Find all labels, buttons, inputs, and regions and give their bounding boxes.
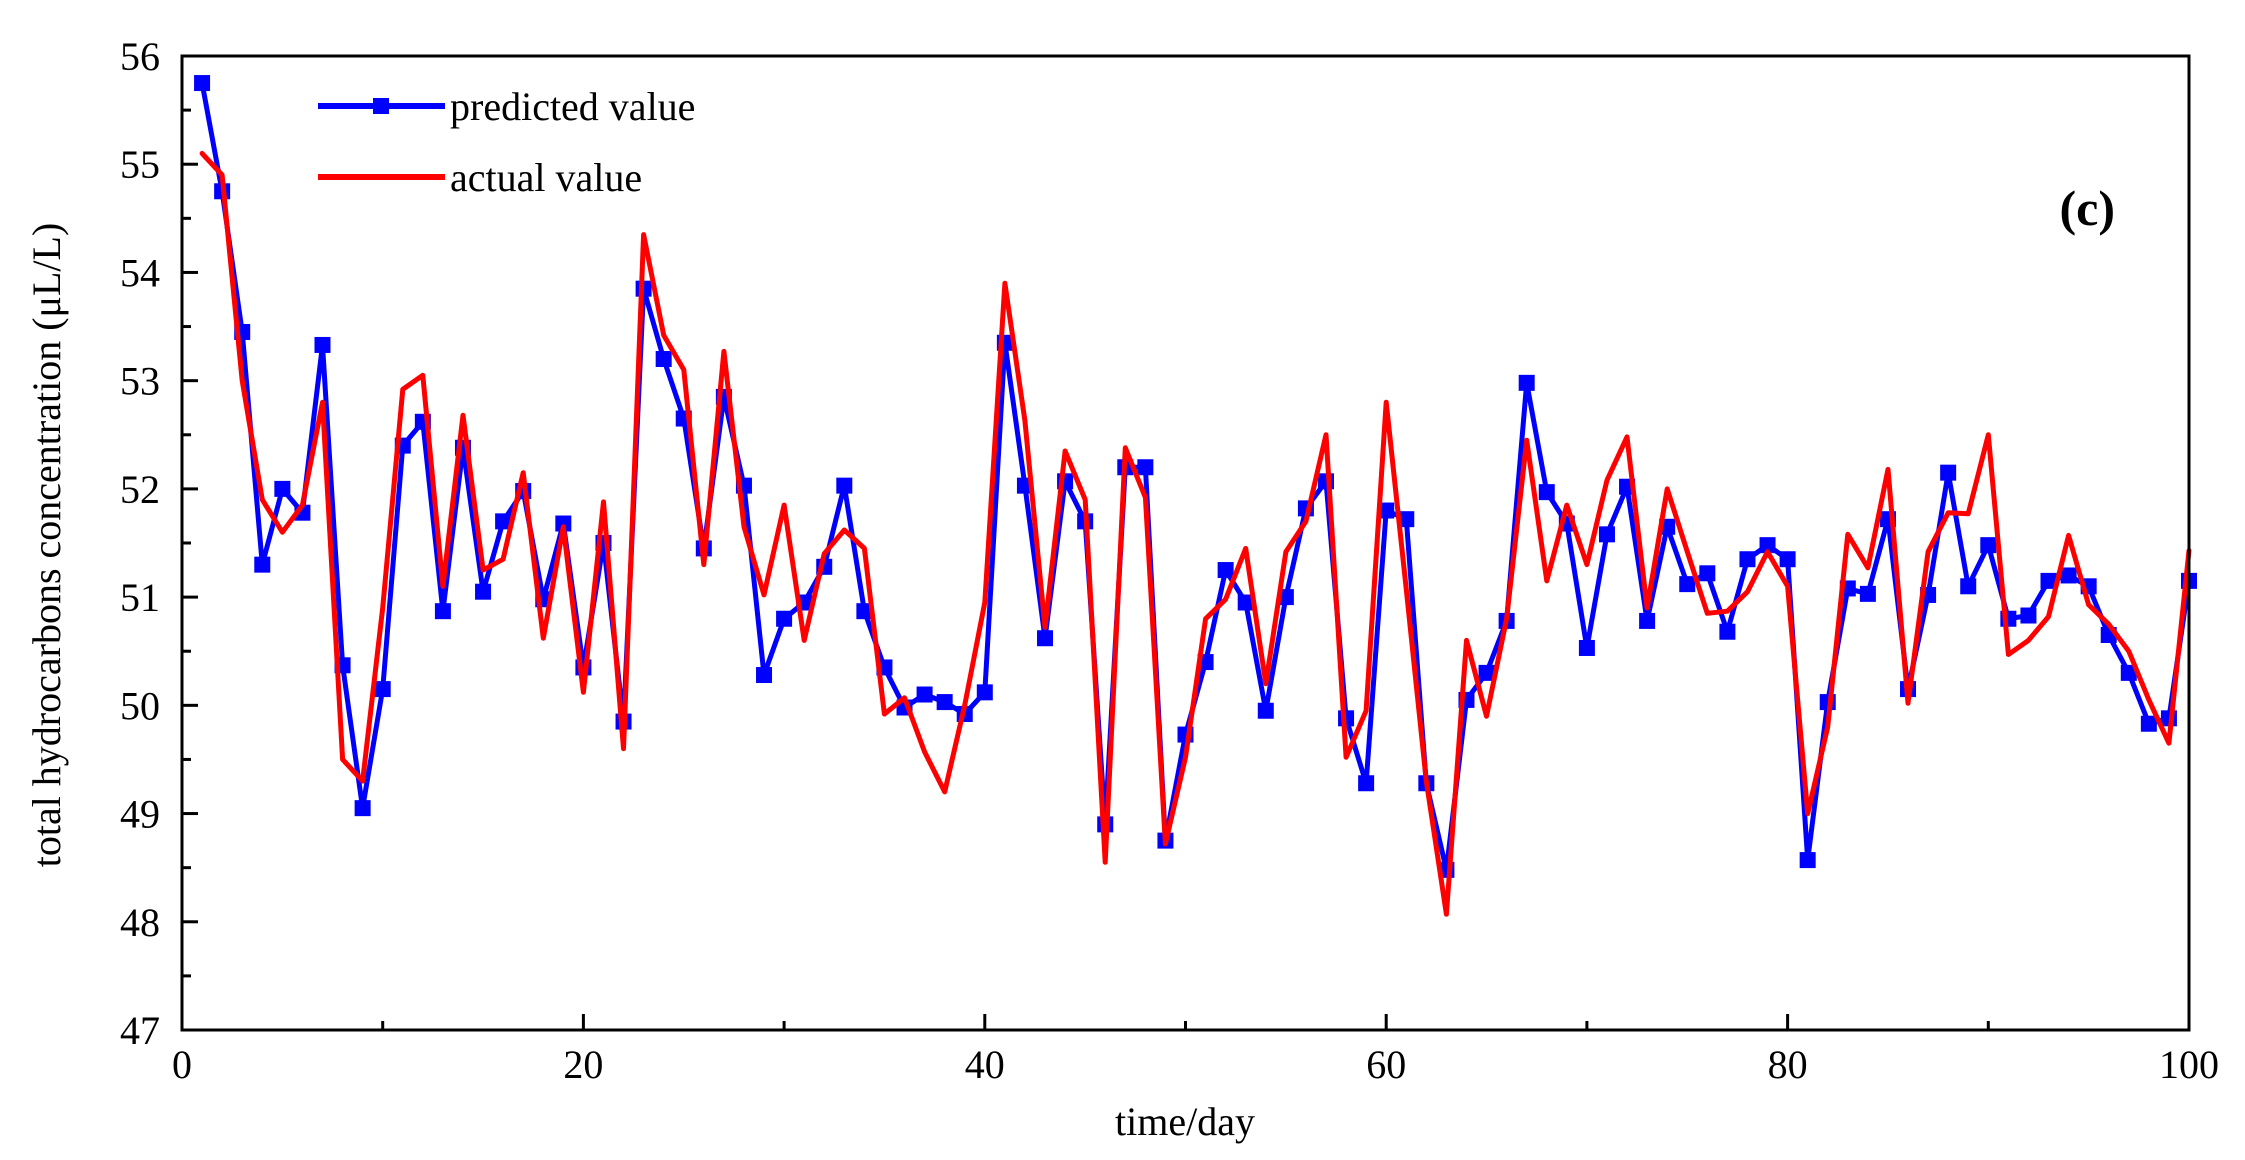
data-point-predicted: [976, 684, 993, 701]
data-point-predicted: [434, 603, 451, 620]
data-point-predicted: [1237, 594, 1254, 611]
data-point-predicted: [1859, 585, 1876, 602]
data-point-predicted: [194, 75, 211, 92]
series-actual: [199, 150, 2192, 917]
data-point-predicted: [1719, 623, 1736, 640]
data-point-predicted: [1699, 565, 1716, 582]
data-point-predicted: [1378, 502, 1395, 519]
data-point-predicted: [475, 583, 492, 600]
data-point-predicted: [1779, 551, 1796, 568]
data-point-predicted: [1478, 664, 1495, 681]
data-point-predicted: [1940, 464, 1957, 481]
data-point-predicted: [495, 513, 512, 530]
data-point-predicted: [1960, 578, 1977, 595]
data-point-predicted: [1980, 537, 1997, 554]
legend-label-predicted: predicted value: [450, 84, 695, 129]
y-tick-label: 54: [120, 250, 160, 295]
data-point-predicted: [2060, 567, 2077, 584]
data-point-predicted: [1398, 511, 1415, 528]
data-point-predicted: [1759, 537, 1776, 554]
data-point-predicted: [1037, 630, 1054, 647]
data-point-predicted: [314, 336, 331, 353]
data-point-predicted: [655, 351, 672, 368]
legend: predicted value actual value: [318, 84, 695, 200]
y-tick-label: 52: [120, 467, 160, 512]
legend-label-actual: actual value: [450, 155, 642, 200]
panel-label: (c): [2060, 180, 2116, 236]
data-point-predicted: [1257, 702, 1274, 719]
x-tick-label: 60: [1366, 1042, 1406, 1087]
data-point-predicted: [1358, 775, 1375, 792]
y-tick-label: 53: [120, 359, 160, 404]
data-point-predicted: [1679, 576, 1696, 593]
y-tick-label: 47: [120, 1008, 160, 1053]
x-axis-title: time/day: [1115, 1099, 1255, 1144]
data-point-predicted: [555, 515, 572, 532]
data-point-predicted: [2020, 607, 2037, 624]
data-point-predicted: [274, 480, 291, 497]
y-tick-label: 49: [120, 792, 160, 837]
y-axis-title: total hydrocarbons concentration (μL/L): [24, 223, 69, 868]
data-point-predicted: [836, 477, 853, 494]
x-tick-label: 0: [172, 1042, 192, 1087]
data-point-predicted: [1137, 459, 1154, 476]
data-point-predicted: [354, 800, 371, 817]
legend-marker-predicted: [373, 98, 389, 114]
y-axis: 47 48 49 50 51 52 53 54 55 56: [120, 34, 198, 1053]
x-tick-label: 20: [563, 1042, 603, 1087]
data-point-predicted: [1578, 639, 1595, 656]
x-tick-label: 40: [965, 1042, 1005, 1087]
data-point-predicted: [254, 556, 271, 573]
data-point-predicted: [1799, 852, 1816, 869]
data-point-predicted: [1518, 374, 1535, 391]
data-point-predicted: [374, 681, 391, 698]
data-point-predicted: [916, 686, 933, 703]
y-tick-label: 56: [120, 34, 160, 79]
series-line-actual: [199, 150, 2192, 917]
x-tick-label: 80: [1768, 1042, 1808, 1087]
data-point-predicted: [856, 603, 873, 620]
data-point-predicted: [936, 694, 953, 711]
y-tick-label: 48: [120, 900, 160, 945]
data-point-predicted: [2040, 572, 2057, 589]
y-tick-label: 55: [120, 142, 160, 187]
x-axis: 0 20 40 60 80 100: [172, 1014, 2219, 1087]
y-tick-label: 50: [120, 683, 160, 728]
y-tick-label: 51: [120, 575, 160, 620]
data-point-predicted: [756, 667, 773, 684]
data-point-predicted: [1739, 551, 1756, 568]
data-point-predicted: [1598, 526, 1615, 543]
x-tick-label: 100: [2159, 1042, 2219, 1087]
data-point-predicted: [1538, 484, 1555, 501]
data-point-predicted: [1639, 612, 1656, 629]
data-point-predicted: [2140, 715, 2157, 732]
data-point-predicted: [776, 610, 793, 627]
data-point-predicted: [2120, 664, 2137, 681]
data-point-predicted: [1217, 562, 1234, 579]
series-layer: [194, 75, 2197, 917]
